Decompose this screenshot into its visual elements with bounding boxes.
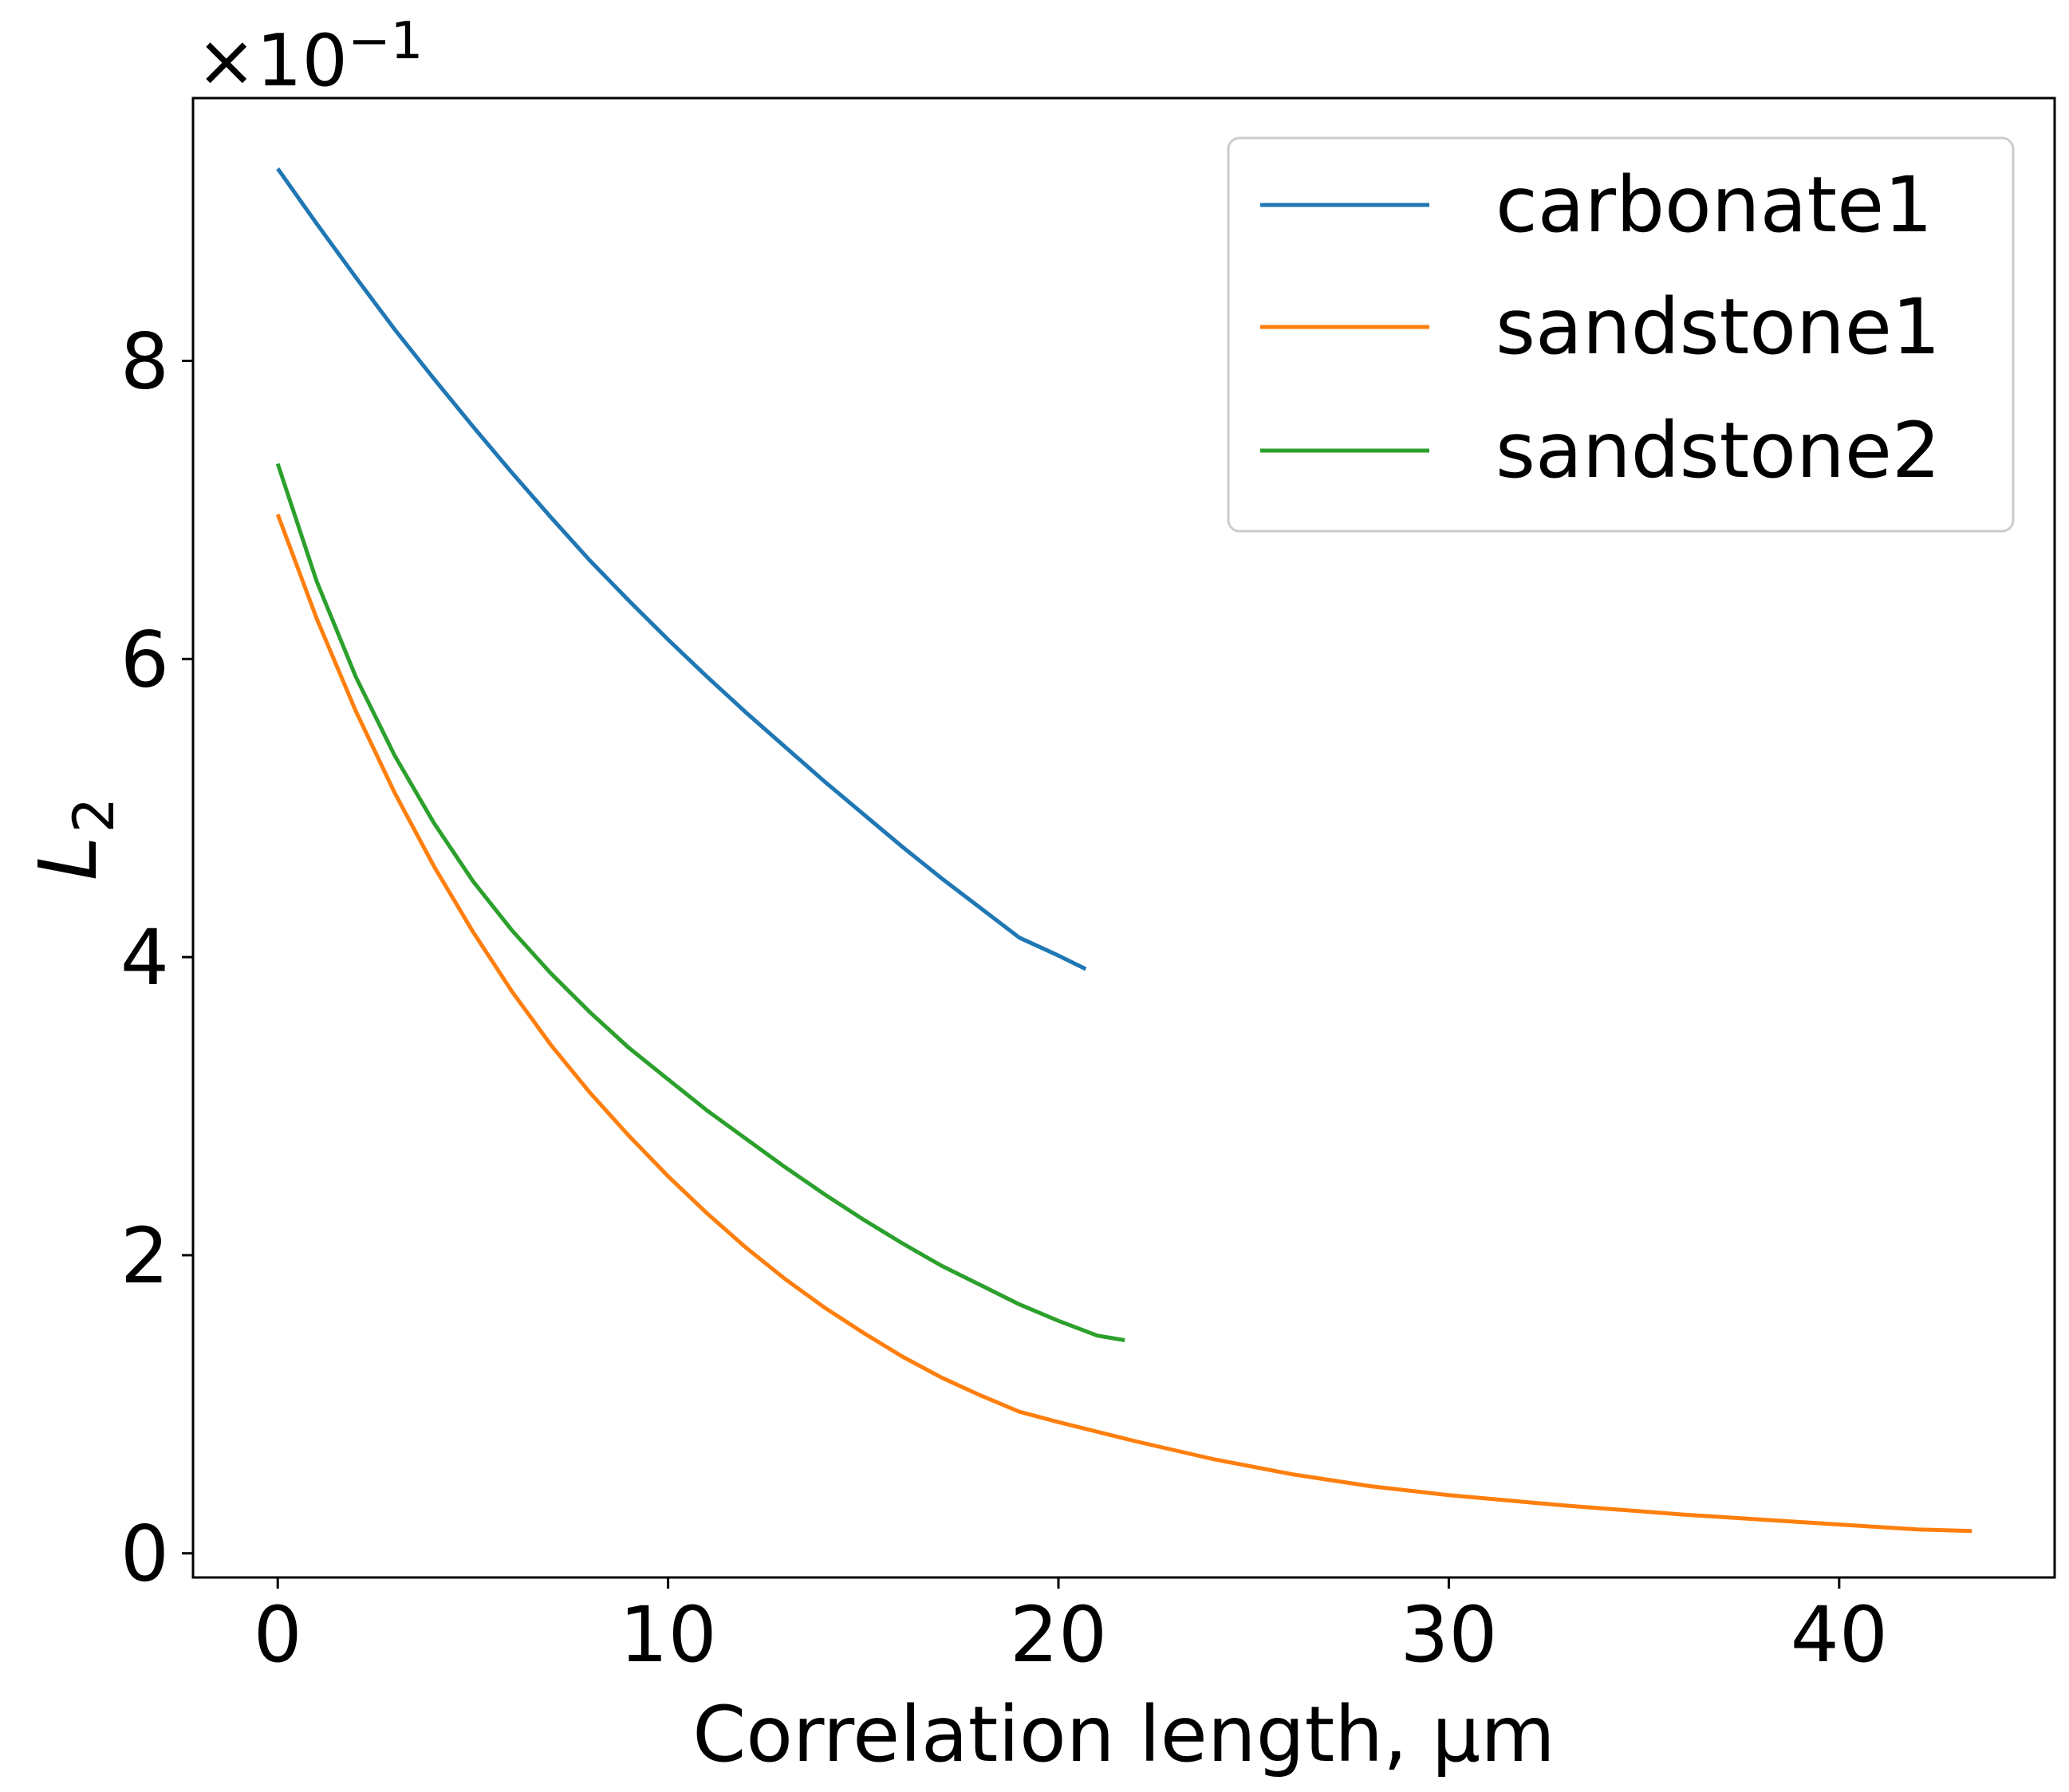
series-line-sandstone1 [275, 514, 1972, 1534]
legend-frame [1227, 136, 2015, 533]
legend-label-sandstone1: sandstone1 [1496, 282, 1941, 372]
x-tick-label: 0 [254, 1590, 302, 1680]
y-axis-label: L2 [22, 798, 127, 880]
x-axis: 0 10 20 30 40 [254, 1577, 1888, 1680]
legend-label-sandstone2: sandstone2 [1496, 406, 1941, 495]
x-tick-label: 20 [1010, 1590, 1107, 1680]
y-offset-label: ×10−1 [196, 12, 423, 103]
y-tick-label: 6 [120, 615, 169, 704]
y-tick-label: 2 [120, 1211, 169, 1301]
x-tick-label: 40 [1791, 1590, 1888, 1680]
x-axis-label: Correlation length, µm [692, 1690, 1555, 1779]
y-tick-label: 4 [120, 913, 169, 1002]
legend: carbonate1 sandstone1 sandstone2 [1227, 136, 2015, 533]
plot-frame [191, 96, 2056, 1579]
y-axis: 0 2 4 6 8 [120, 317, 193, 1599]
y-tick-label: 0 [120, 1510, 169, 1599]
y-tick-label: 8 [120, 317, 169, 407]
series-line-carbonate1 [276, 167, 1087, 971]
y-axis-label-subscript: 2 [61, 798, 127, 833]
x-tick-label: 30 [1400, 1590, 1497, 1680]
series-lines [275, 167, 1972, 1534]
y-axis-label-main: L [22, 836, 115, 880]
y-offset-exponent: −1 [348, 12, 423, 71]
x-tick-label: 10 [620, 1590, 717, 1680]
series-line-sandstone2 [275, 463, 1125, 1342]
legend-label-carbonate1: carbonate1 [1496, 160, 1933, 250]
y-offset-prefix: ×10 [196, 19, 348, 103]
